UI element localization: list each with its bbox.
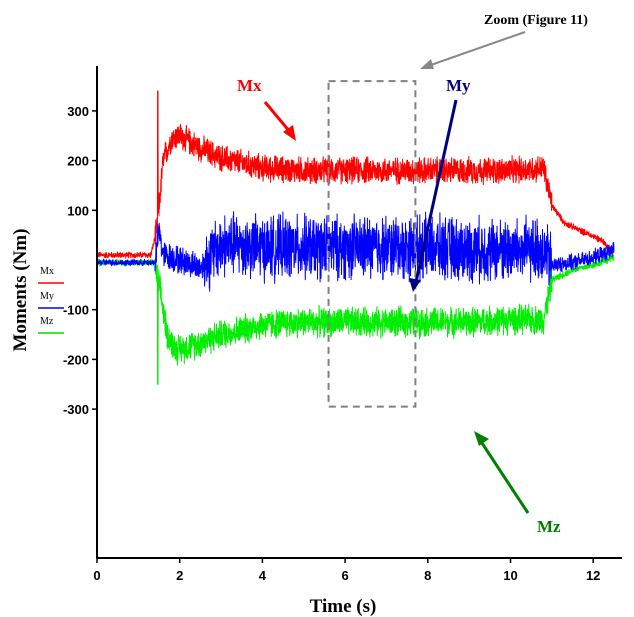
arrow-mx-head — [283, 125, 296, 141]
zoom-label: Zoom (Figure 11) — [484, 13, 588, 28]
x-tick-label: 4 — [259, 568, 267, 583]
arrow-mz-head — [474, 431, 489, 446]
x-tick-label: 0 — [93, 568, 100, 583]
zoom-arrow-head — [420, 59, 434, 69]
x-tick-label: 6 — [341, 568, 348, 583]
arrow-mz-line — [478, 439, 530, 514]
legend-label-my: My — [40, 291, 54, 302]
series-line-mz — [97, 254, 615, 385]
y-axis-title: Moments (Nm) — [10, 229, 31, 352]
label-my: My — [446, 76, 471, 95]
plot-area — [97, 90, 615, 385]
y-tick-label: -300 — [63, 402, 89, 417]
x-tick-label: 8 — [424, 568, 431, 583]
legend: Mx My Mz — [38, 266, 64, 334]
x-tick-label: 2 — [176, 568, 183, 583]
ticks-layer: 0 2 4 6 8 10 12 300 200 100 -100 -200 -300 — [63, 104, 600, 583]
series-layer — [97, 90, 615, 385]
arrow-my-line — [414, 99, 458, 283]
arrow-my-head — [409, 278, 421, 292]
label-mx: Mx — [237, 76, 262, 95]
y-tick-label: -100 — [63, 303, 89, 318]
zoom-box — [327, 80, 417, 408]
zoom-indicator: Zoom (Figure 11) — [327, 13, 588, 408]
y-tick-label: -200 — [63, 352, 89, 367]
series-line-mx — [97, 90, 615, 259]
x-axis-title: Time (s) — [310, 596, 377, 617]
y-tick-label: 300 — [67, 104, 89, 119]
arrow-mx-line — [263, 101, 292, 133]
x-tick-label: 10 — [503, 568, 517, 583]
zoom-arrow-line — [427, 31, 526, 67]
legend-label-mx: Mx — [40, 266, 54, 277]
y-tick-label: 200 — [67, 154, 89, 169]
series-line-my — [97, 211, 615, 292]
y-tick-label: 100 — [67, 203, 89, 218]
label-mz: Mz — [537, 517, 561, 536]
x-tick-label: 12 — [586, 568, 600, 583]
series-annotations: Mx My Mz — [237, 76, 561, 536]
legend-label-mz: Mz — [40, 316, 54, 327]
